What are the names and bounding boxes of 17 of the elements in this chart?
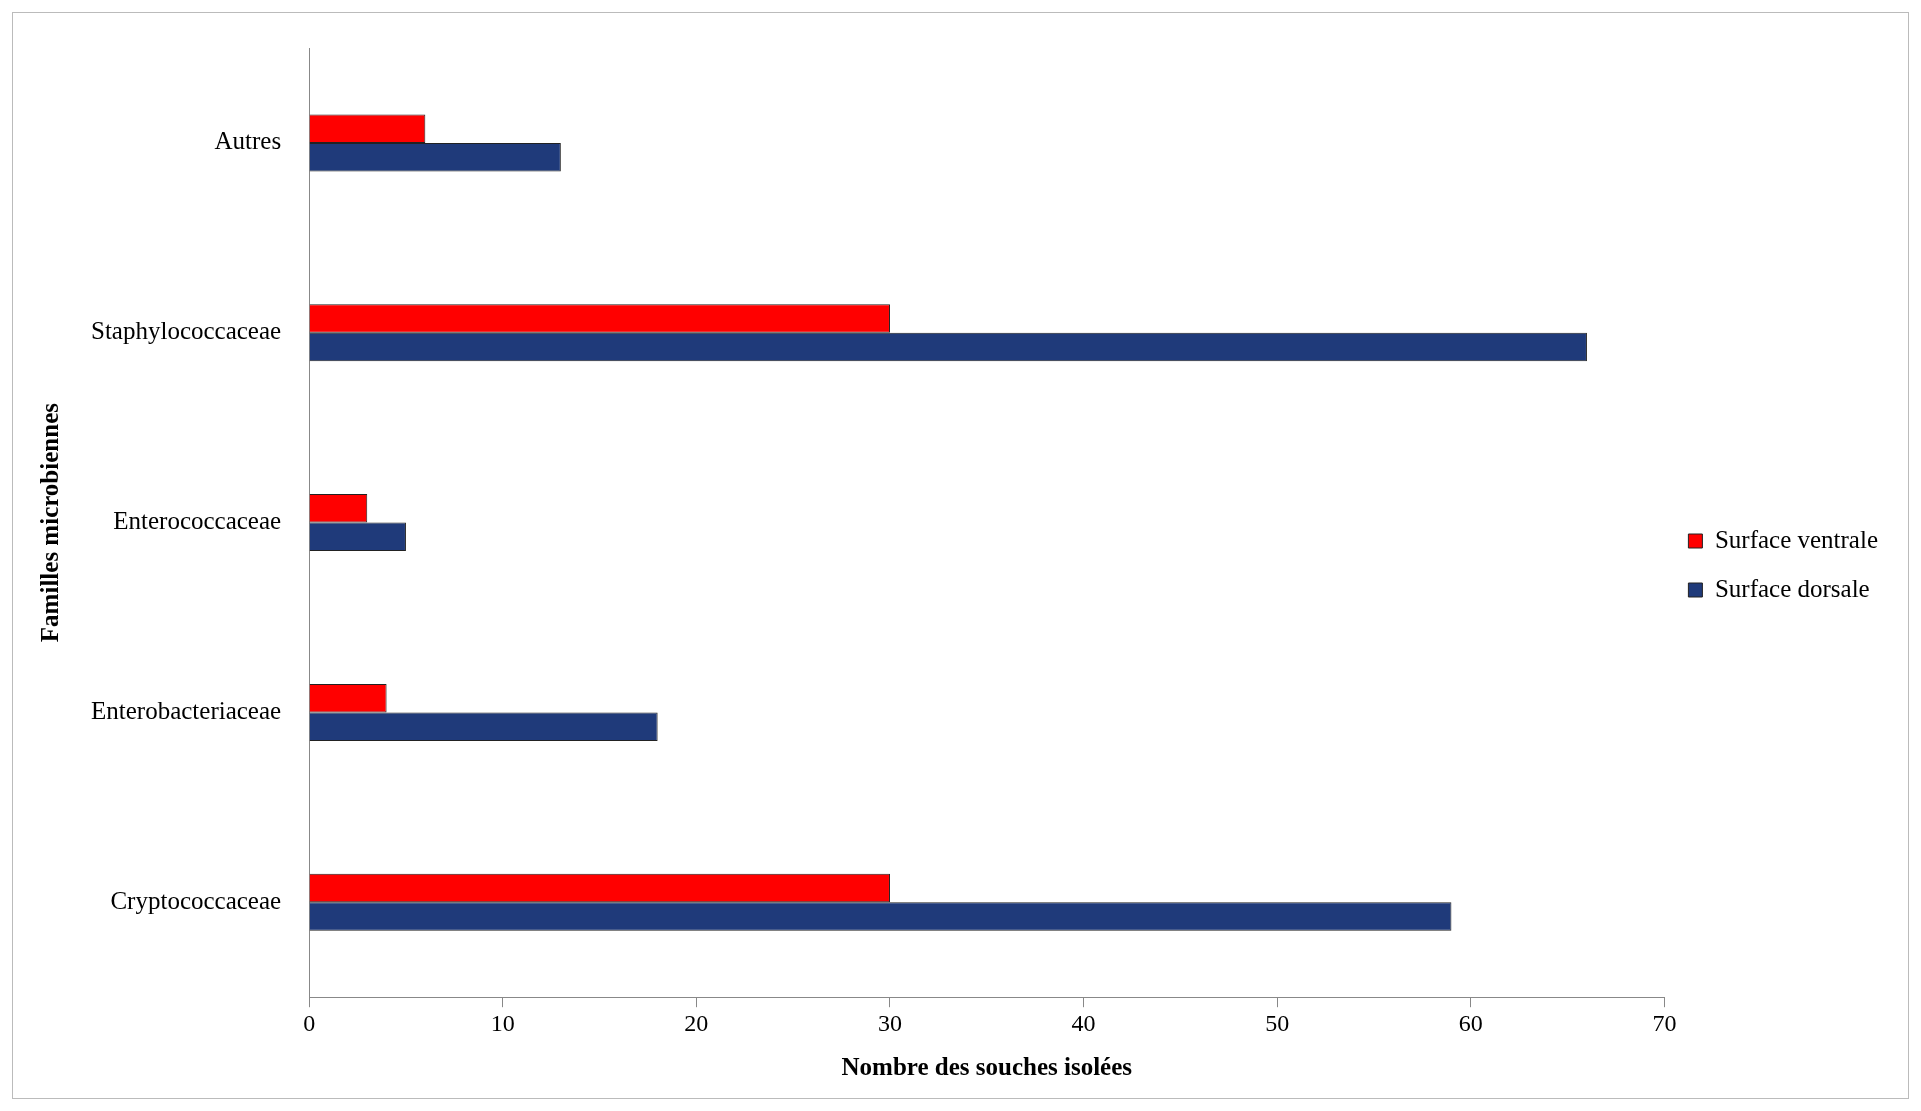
x-tick-label: 10 [490,1009,515,1036]
x-tick-label: 70 [1652,1009,1677,1036]
x-tick-label: 0 [303,1009,316,1036]
y-axis-title: Familles microbiennes [36,402,64,643]
x-tick-label: 60 [1458,1009,1483,1036]
y-tick-label: Staphylococcaceae [90,317,282,345]
x-tick-label: 50 [1265,1009,1290,1036]
y-tick-label: Enterobacteriaceae [91,697,282,724]
x-axis-title: Nombre des souches isolées [841,1053,1133,1081]
x-tick-label: 20 [684,1009,709,1036]
x-tick-label: 30 [877,1009,902,1036]
y-tick-label: Cryptococcaceae [110,886,282,914]
y-tick-label: Autres [214,127,282,155]
legend-label: Surface ventrale [1714,525,1879,553]
x-tick-label: 40 [1071,1009,1096,1036]
y-tick-label: Enterococcaceae [113,507,282,535]
legend-label: Surface dorsale [1714,574,1870,602]
